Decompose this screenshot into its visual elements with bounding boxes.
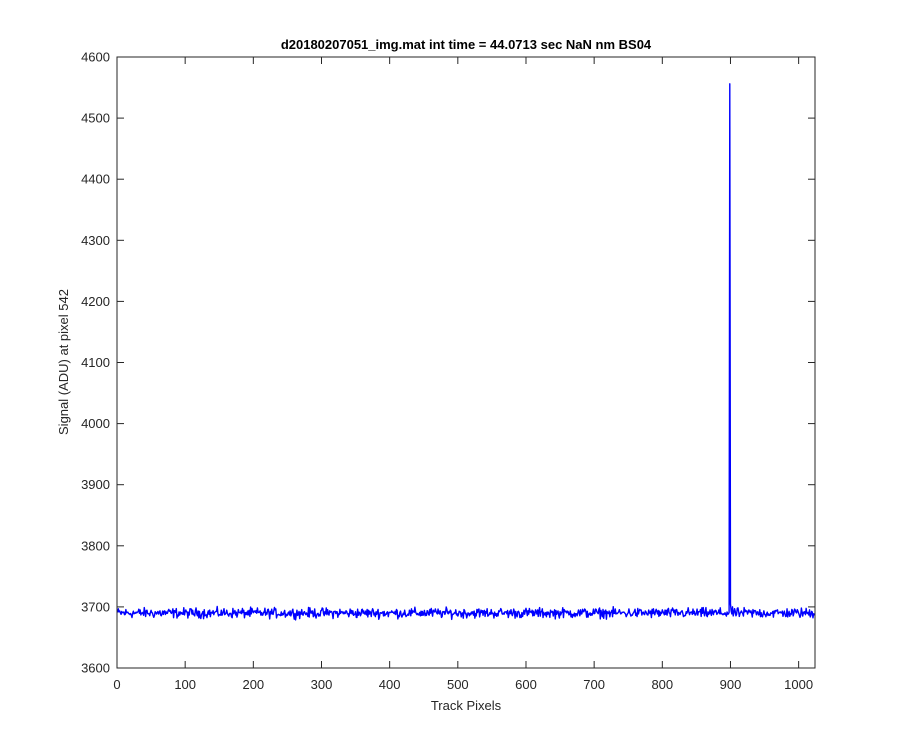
x-tick-label: 700 [583,677,605,692]
axes-background [117,57,815,668]
y-tick-label: 4100 [81,355,110,370]
x-tick-label: 500 [447,677,469,692]
series-layer [116,83,816,621]
y-tick-label: 3800 [81,538,110,553]
y-axis-label: Signal (ADU) at pixel 542 [56,289,71,435]
chart-title: d20180207051_img.mat int time = 44.0713 … [281,37,652,52]
y-tick-label: 4300 [81,233,110,248]
x-tick-label: 0 [113,677,120,692]
y-tick-label: 3600 [81,661,110,676]
y-tick-label: 4600 [81,50,110,65]
y-tick-label: 3700 [81,599,110,614]
x-tick-label: 400 [379,677,401,692]
axes-box [116,56,816,669]
x-tick-label: 900 [720,677,742,692]
x-tick-label: 300 [311,677,333,692]
x-tick-labels: 0 100 200 300 400 500 600 700 800 900 1000 [113,677,813,692]
y-tick-label: 4200 [81,294,110,309]
y-tick-labels: 3600 3700 3800 3900 4000 4100 4200 4300 4400 4500… [81,50,110,676]
x-tick-label: 600 [515,677,537,692]
x-tick-label: 800 [651,677,673,692]
x-tick-label: 200 [242,677,264,692]
y-tick-label: 4000 [81,416,110,431]
y-tick-label: 4400 [81,172,110,187]
series-line [116,83,816,621]
y-tick-label: 4500 [81,111,110,126]
y-tick-label: 3900 [81,477,110,492]
x-axis-label: Track Pixels [431,698,502,713]
x-tick-label: 1000 [784,677,813,692]
x-tick-label: 100 [174,677,196,692]
